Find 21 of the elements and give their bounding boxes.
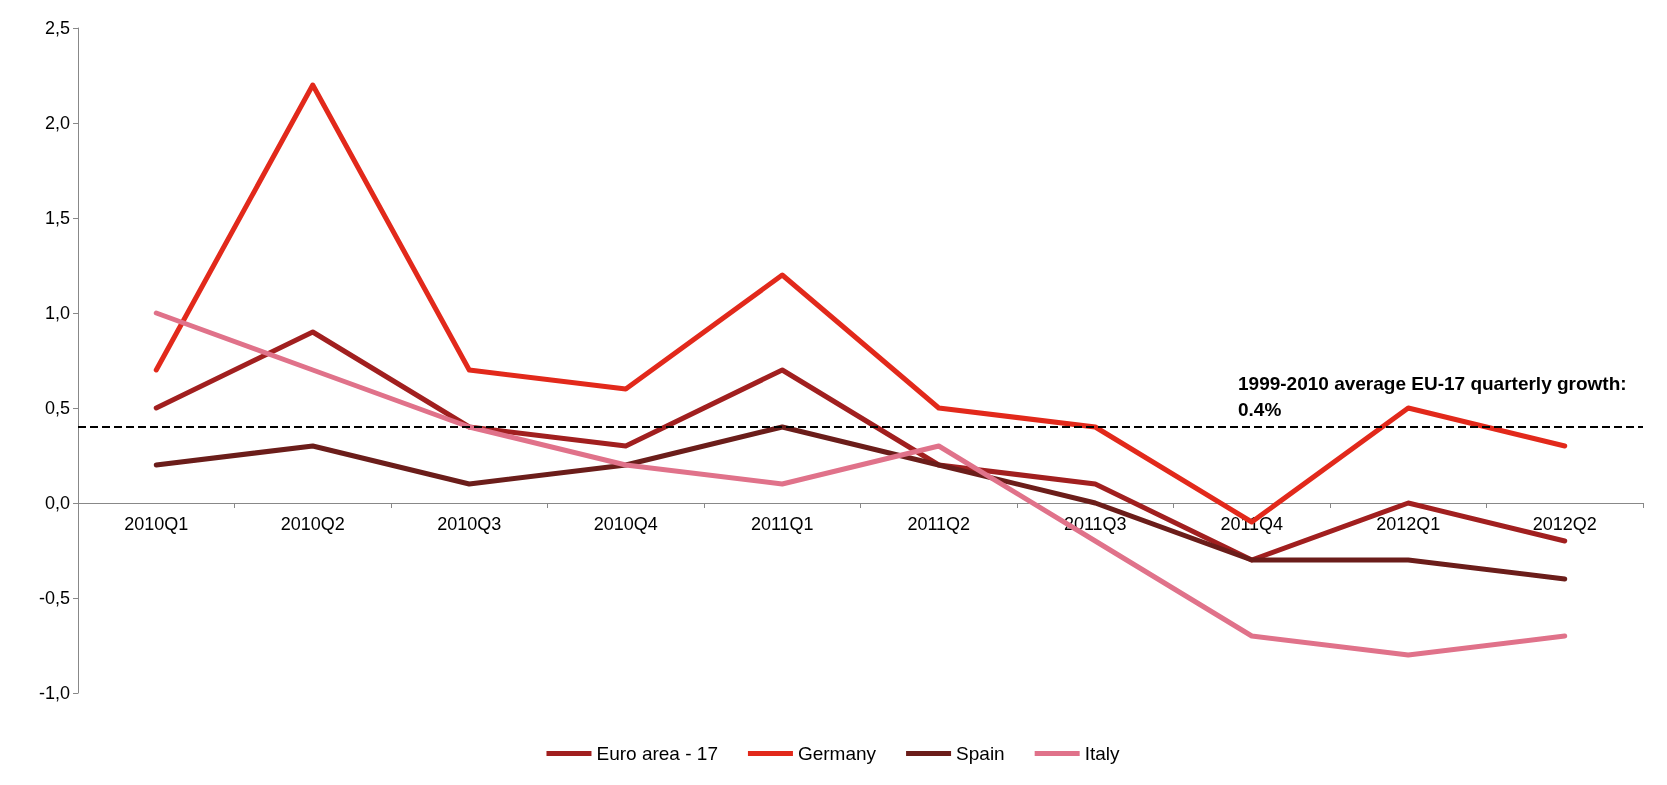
x-tick-label: 2010Q4 (593, 514, 658, 534)
legend-label: Spain (956, 743, 1005, 764)
y-tick-label: 0,0 (44, 493, 70, 513)
x-tick-label: 2012Q2 (1532, 514, 1597, 534)
x-tick-label: 2011Q1 (750, 514, 814, 534)
y-tick-label: 2,5 (44, 18, 70, 38)
x-tick-label: 2010Q1 (124, 514, 189, 534)
x-tick-label: 2010Q3 (437, 514, 502, 534)
y-tick-label: 2,0 (44, 113, 70, 133)
y-tick-label: -0,5 (38, 588, 70, 608)
y-tick-label: 0,5 (44, 398, 70, 418)
legend-label: Euro area - 17 (596, 743, 718, 764)
x-tick-label: 2012Q1 (1376, 514, 1441, 534)
legend-label: Italy (1084, 743, 1121, 764)
y-tick-label: 1,0 (44, 303, 70, 323)
x-tick-label: 2010Q2 (280, 514, 345, 534)
x-tick-label: 2011Q2 (907, 514, 971, 534)
y-tick-label: -1,0 (38, 683, 70, 703)
ref-line-label: 1999-2010 average EU-17 quarterly growth: 0.4% (1238, 372, 1632, 420)
legend-label: Germany (797, 743, 877, 764)
y-tick-label: 1,5 (44, 208, 70, 228)
